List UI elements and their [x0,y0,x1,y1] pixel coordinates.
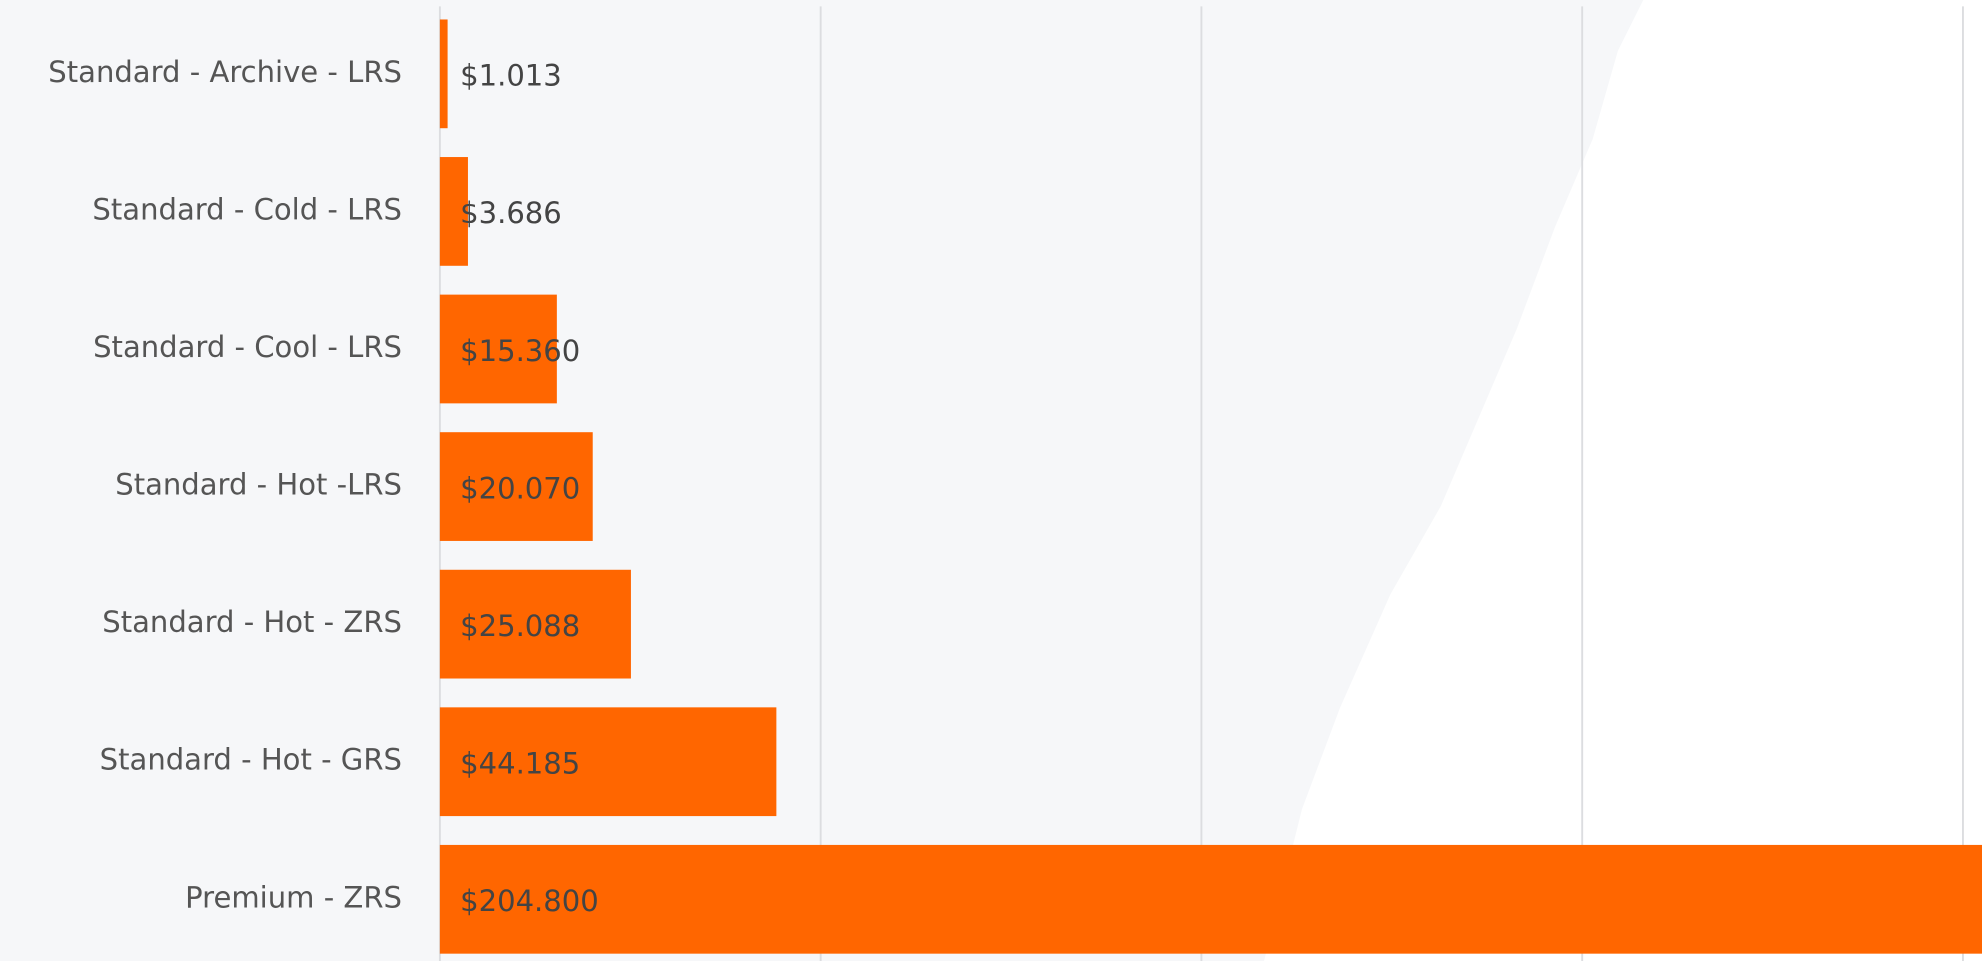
y-tick-label: Standard - Hot -LRS [115,468,402,502]
bar [439,844,1982,954]
data-label: $204.800 [460,884,599,918]
plot-area: Standard - Archive - LRS $1.013 Standard -… [48,6,1982,961]
background-splash [1264,0,1982,961]
data-label: $44.185 [460,747,580,781]
y-tick-label: Premium - ZRS [185,880,402,914]
data-label: $15.360 [460,334,580,368]
y-tick-label: Standard - Hot - ZRS [102,605,402,639]
data-label: $20.070 [460,471,580,505]
bar [439,707,777,817]
bar [439,157,468,266]
y-tick-label: Standard - Cold - LRS [92,192,402,226]
data-label: $25.088 [460,609,580,643]
y-tick-label: Standard - Hot - GRS [100,743,402,777]
bar [439,19,448,129]
y-tick-label: Standard - Cool - LRS [93,330,402,364]
bar [439,432,593,541]
data-label: $3.686 [460,196,562,230]
y-tick-label: Standard - Archive - LRS [48,55,402,89]
bar [439,569,631,679]
bar [439,294,557,404]
data-label: $1.013 [460,59,562,93]
